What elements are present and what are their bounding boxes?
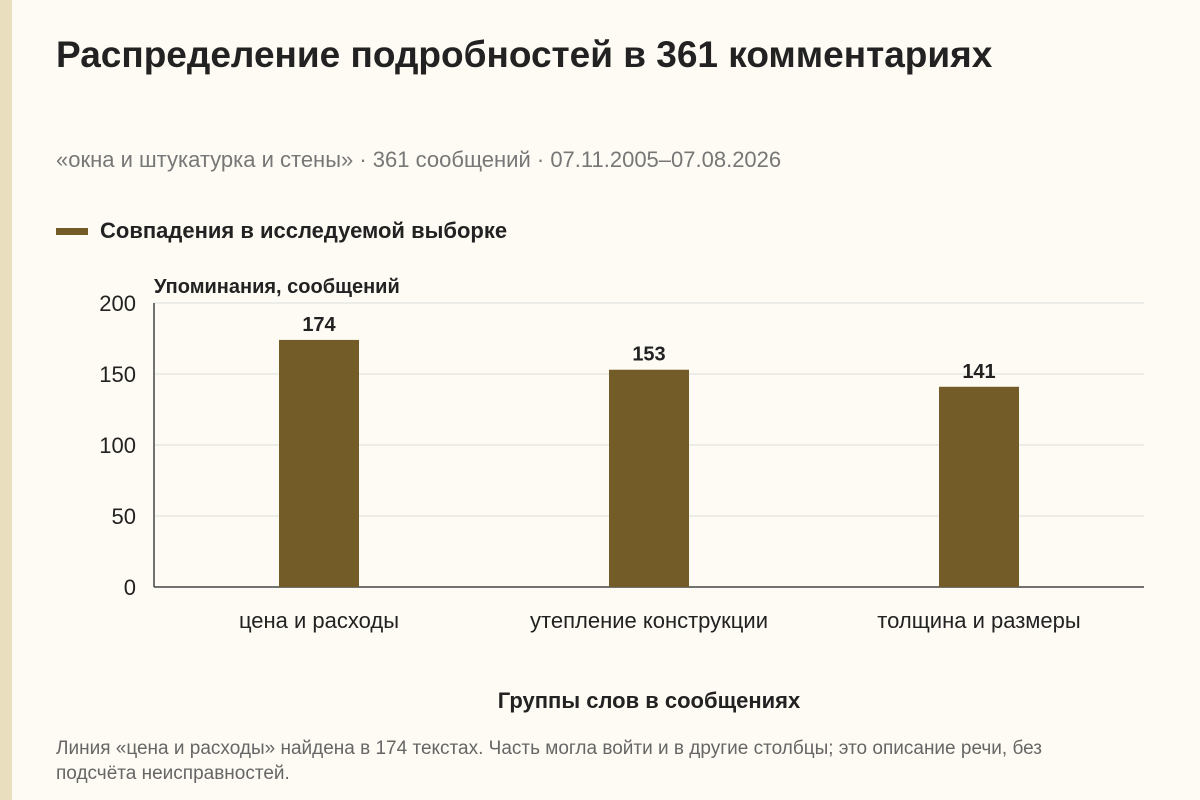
chart-subtitle: «окна и штукатурка и стены» · 361 сообще… <box>56 147 782 172</box>
left-accent-stripe <box>0 0 12 800</box>
bar <box>609 369 689 587</box>
bar <box>279 339 359 587</box>
chart-title: Распределение подробностей в 361 коммент… <box>56 34 993 75</box>
bar-value-label: 174 <box>302 314 336 336</box>
y-tick-label: 0 <box>124 575 136 600</box>
y-tick-label: 200 <box>99 291 136 316</box>
legend-swatch <box>56 227 88 235</box>
footnote: Линия «цена и расходы» найдена в 174 тек… <box>56 738 1042 784</box>
y-axis-label: Упоминания, сообщений <box>154 276 400 298</box>
bar <box>939 386 1019 587</box>
y-tick-label: 150 <box>99 362 136 387</box>
x-tick-label: утепление конструкции <box>530 608 768 633</box>
bar-value-label: 153 <box>632 344 665 366</box>
x-tick-label: цена и расходы <box>239 608 399 633</box>
legend: Совпадения в исследуемой выборке <box>56 218 507 244</box>
y-tick-label: 100 <box>99 433 136 458</box>
x-axis-label: Группы слов в сообщениях <box>498 688 801 713</box>
x-tick-label: толщина и размеры <box>877 608 1080 633</box>
y-tick-label: 50 <box>112 504 136 529</box>
bar-value-label: 141 <box>962 361 995 383</box>
legend-label: Совпадения в исследуемой выборке <box>100 218 508 243</box>
